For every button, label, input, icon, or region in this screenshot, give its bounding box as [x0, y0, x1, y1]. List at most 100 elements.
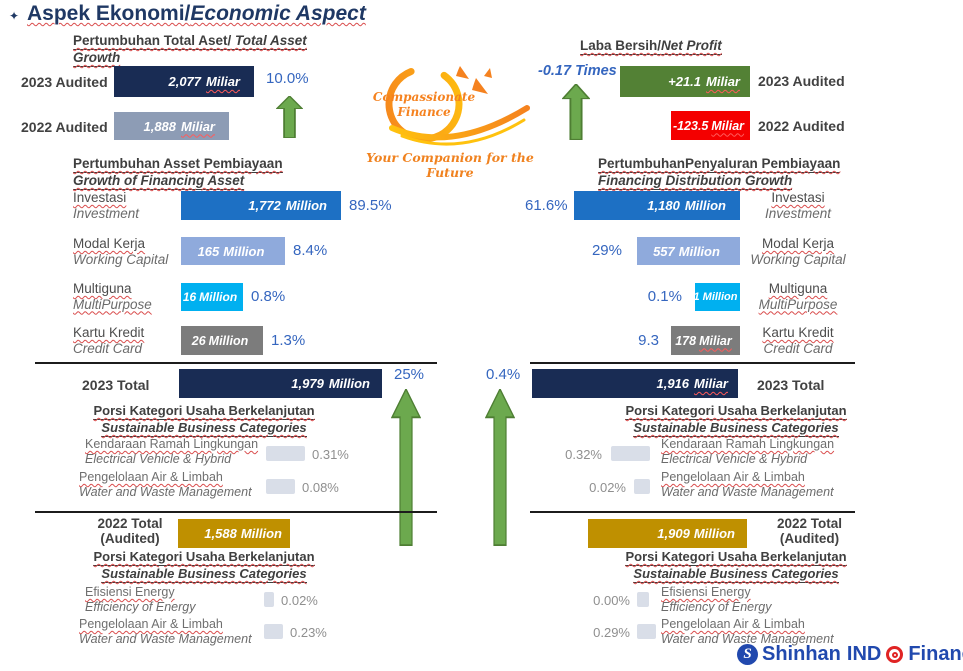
divider-line — [35, 511, 437, 513]
row-label: Multiguna MultiPurpose — [758, 281, 838, 312]
sustainable-pct: 0.00% — [593, 593, 630, 608]
financing-distribution-heading-en: Financing Distribution Growth — [598, 173, 793, 188]
financing-asset-heading: Pertumbuhan Asset Pembiayaan Growth of F… — [73, 155, 283, 190]
financing-asset-total-bar-2023: 1,979 Million — [179, 369, 382, 398]
bird-icon — [472, 68, 492, 94]
total-2022-label: 2022 Total (Audited) — [97, 516, 163, 546]
porsi-heading: Porsi Kategori Usaha Berkelanjutan Susta… — [93, 549, 315, 583]
total-asset-growth-pct: 10.0% — [266, 70, 309, 87]
porsi-heading: Porsi Kategori Usaha Berkelanjutan Susta… — [93, 403, 315, 437]
total-asset-heading-en2: Growth — [73, 50, 121, 65]
total-2023-label: 2023 Total — [82, 377, 150, 393]
sustainable-bar — [637, 624, 656, 639]
sustainable-row-label: Pengelolaan Air & Limbah Water and Waste … — [661, 617, 834, 646]
share-pct: 0.1% — [647, 288, 682, 305]
logo-shinhan: Shinhan — [762, 643, 841, 665]
row-label: Modal Kerja Working Capital — [73, 236, 169, 267]
financing-distribution-total-bar-2022: 1,909 Million — [588, 519, 747, 548]
sustainable-pct: 0.31% — [312, 447, 349, 462]
sustainable-row-label: Efisiensi Energy Efficiency of Energy — [85, 585, 196, 614]
financing-asset-heading-id: Pertumbuhan Asset Pembiayaan — [73, 156, 283, 173]
page-title-id: Aspek Ekonomi/ — [27, 2, 191, 25]
total-2023-label: 2023 Total — [757, 377, 825, 393]
sustainable-pct: 0.23% — [290, 625, 327, 640]
net-profit-row-label: 2022 Audited — [758, 118, 845, 134]
sustainable-bar — [637, 592, 649, 607]
financing-asset-bar-modal-kerja: 165 Million — [181, 237, 285, 265]
divider-line — [530, 511, 855, 513]
divider-line — [530, 362, 855, 364]
bar-value: 2,077 — [168, 74, 202, 89]
financing-distribution-bar-modal-kerja: 557 Million — [637, 237, 740, 265]
sustainable-pct: 0.02% — [589, 480, 626, 495]
porsi-heading: Porsi Kategori Usaha Berkelanjutan Susta… — [625, 549, 847, 583]
share-pct: 29% — [591, 242, 622, 259]
target-o-icon — [886, 646, 904, 663]
logo-tagline: Your Companion for the Future — [366, 150, 534, 180]
page-title-en: Economic Aspect — [190, 2, 366, 25]
bar-value: -123.5 — [672, 118, 709, 133]
bird-icon — [456, 66, 469, 79]
sustainable-bar — [264, 624, 283, 639]
logo-word-1: Compassionate — [373, 90, 476, 104]
sustainable-bar — [266, 479, 295, 494]
sustainable-pct: 0.32% — [565, 447, 602, 462]
sustainable-row-label: Pengelolaan Air & Limbah Water and Waste … — [79, 617, 252, 646]
porsi-heading: Porsi Kategori Usaha Berkelanjutan Susta… — [625, 403, 847, 437]
row-label: Investasi Investment — [764, 190, 832, 221]
net-profit-row-label: 2023 Audited — [758, 73, 845, 89]
bar-unit: Miliar — [706, 74, 740, 89]
sustainable-bar — [264, 592, 274, 607]
bar-unit: Miliar — [206, 74, 240, 89]
financing-asset-bar-kartu-kredit: 26 Million — [181, 326, 263, 355]
financing-asset-total-bar-2022: 1,588 Million — [178, 519, 290, 548]
total-growth-pct: 0.4% — [486, 366, 521, 383]
total-asset-bar-2023: 2,077 Miliar — [114, 66, 254, 97]
logo-word-2: Finance — [396, 105, 451, 119]
financing-asset-heading-en: Growth of Financing Asset — [73, 173, 245, 188]
bar-unit: Miliar — [181, 118, 215, 134]
net-profit-heading: Laba Bersih/Net Profit — [580, 37, 722, 55]
total-growth-pct: 25% — [394, 366, 425, 383]
total-asset-heading: Pertumbuhan Total Aset/ Total Asset Grow… — [73, 32, 313, 67]
row-label: Investasi Investment — [73, 190, 140, 221]
total-2022-label: 2022 Total (Audited) — [776, 516, 843, 546]
divider-line — [35, 362, 437, 364]
logo-ind: IND — [846, 643, 882, 665]
sustainable-bar — [266, 446, 305, 461]
total-asset-row-label: 2023 Audited — [21, 74, 108, 90]
financing-asset-bar-investasi: 1,772 Million — [181, 191, 341, 220]
row-label: Kartu Kredit Credit Card — [73, 325, 145, 356]
up-arrow-icon — [276, 96, 303, 138]
sustainable-bar — [611, 446, 650, 461]
total-asset-bar-2022: 1,888 Miliar — [114, 112, 229, 140]
logo-finance: Finance — [908, 643, 963, 665]
sustainable-pct: 0.29% — [593, 625, 630, 640]
shinhan-s-icon: S — [737, 644, 758, 665]
up-arrow-icon — [562, 84, 590, 140]
compassionate-finance-logo: Compassionate Finance — [373, 65, 530, 146]
sustainable-row-label: Kendaraan Ramah Lingkungan Electrical Veh… — [85, 437, 259, 466]
sustainable-bar — [634, 479, 650, 494]
share-pct: 89.5% — [349, 197, 392, 214]
page-title: Aspek Ekonomi/Economic Aspect — [27, 2, 366, 26]
financing-distribution-bar-investasi: 1,180 Million — [574, 191, 740, 220]
financing-distribution-bar-kartu-kredit: 178 Miliar — [671, 326, 740, 355]
bar-value: +21.1 — [668, 74, 702, 89]
total-asset-row-label: 2022 Audited — [21, 119, 108, 135]
total-asset-heading-en1: Total Asset — [231, 33, 307, 48]
financing-distribution-heading-id: PertumbuhanPenyaluran Pembiayaan — [598, 156, 841, 173]
net-profit-bar-2022: -123.5 Miliar — [671, 111, 750, 140]
net-profit-bar-2023: +21.1 Miliar — [620, 66, 750, 97]
share-pct: 8.4% — [293, 242, 328, 259]
up-arrow-icon — [391, 389, 421, 546]
financing-distribution-heading: PertumbuhanPenyaluran Pembiayaan Financi… — [598, 155, 841, 190]
share-pct: 1.3% — [271, 332, 306, 349]
up-arrow-icon — [485, 389, 515, 546]
sustainable-row-label: Pengelolaan Air & Limbah Water and Waste … — [79, 470, 252, 499]
total-asset-heading-id: Pertumbuhan Total Aset/ — [73, 33, 232, 48]
net-profit-ratio: -0.17 Times — [538, 63, 617, 79]
bar-value: 1,888 — [143, 118, 177, 134]
row-label: Multiguna MultiPurpose — [73, 281, 152, 312]
